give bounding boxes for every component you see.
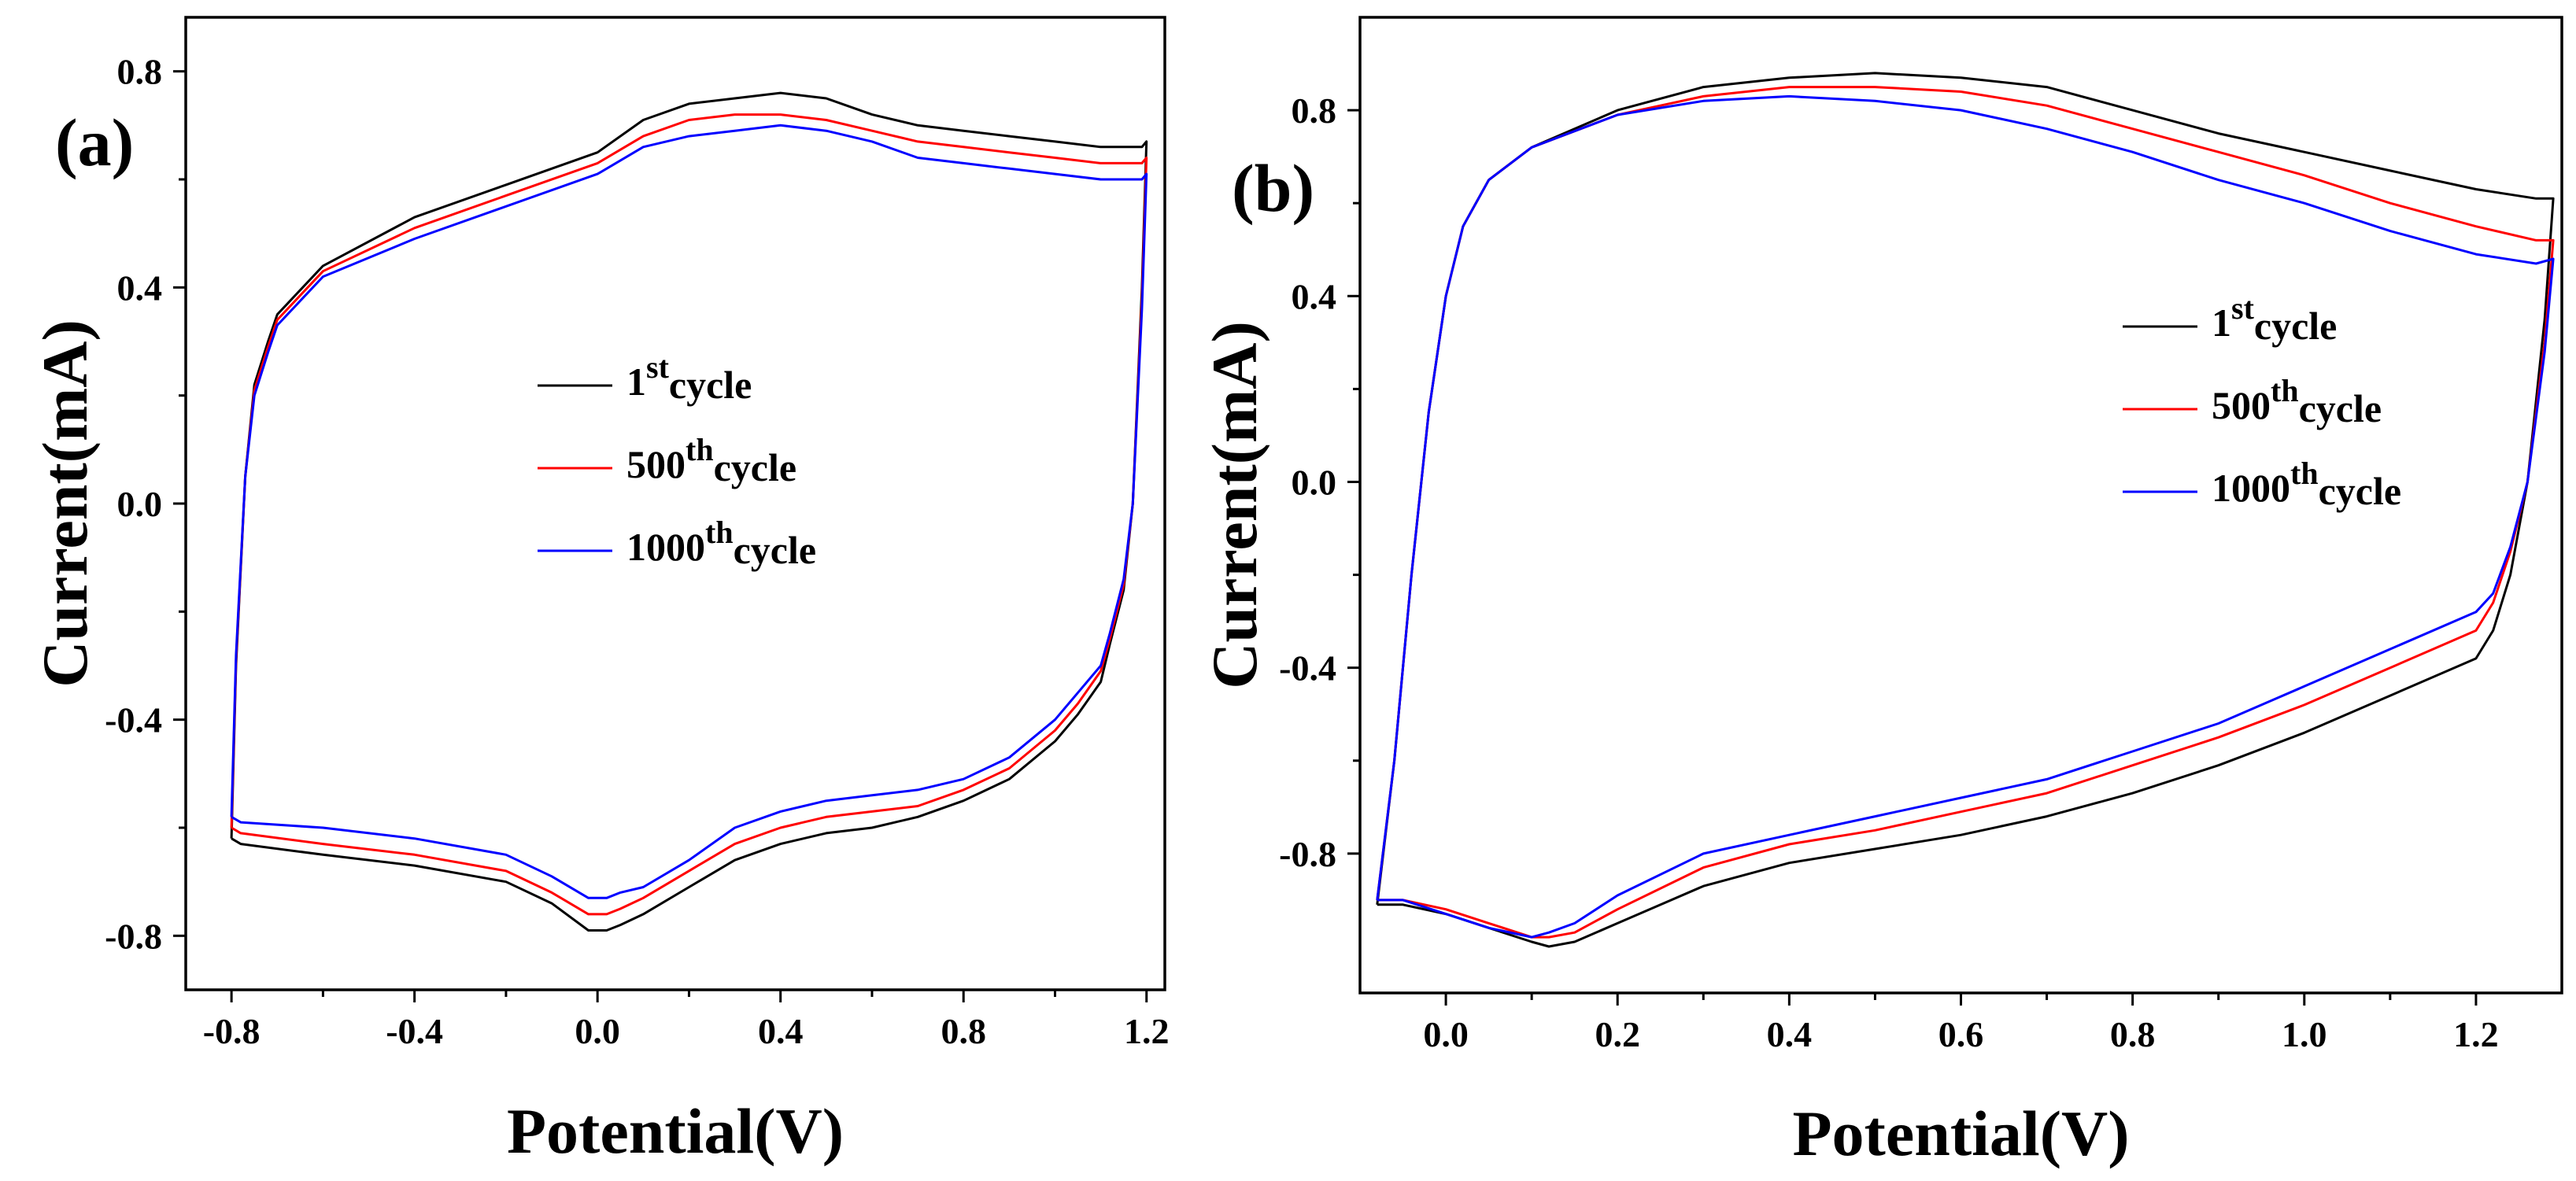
y-tick-label: -0.8 <box>1279 834 1336 874</box>
y-tick-label: 0.0 <box>1292 462 1337 502</box>
legend-suffix: th <box>705 515 734 550</box>
legend-ordinal: 500 <box>626 442 686 486</box>
legend-entry: 1000thcycle <box>2212 456 2401 513</box>
x-tick-label: 1.0 <box>2282 1014 2327 1054</box>
y-tick-label: 0.8 <box>117 52 163 92</box>
legend-entry: 500thcycle <box>2212 373 2382 430</box>
x-tick-label: 0.4 <box>758 1011 804 1051</box>
legend-entry: 500thcycle <box>626 432 796 489</box>
legend-suffix: th <box>2271 373 2299 408</box>
y-tick-label: 0.0 <box>117 484 163 524</box>
y-tick-label: -0.4 <box>1279 648 1336 688</box>
legend-word: cycle <box>714 445 796 489</box>
legend-word: cycle <box>2254 304 2337 348</box>
legend-ordinal: 1 <box>2212 301 2231 345</box>
legend-ordinal: 1 <box>626 360 646 404</box>
series-line-1000 <box>1376 94 2555 939</box>
legend-suffix: st <box>2231 290 2255 326</box>
x-tick-label: 0.8 <box>941 1011 986 1051</box>
legend-word: cycle <box>2319 469 2401 513</box>
legend-word: cycle <box>669 363 752 407</box>
legend-word: cycle <box>2299 386 2382 430</box>
panel-label: (b) <box>1232 150 1314 226</box>
x-tick-label: 0.8 <box>2110 1014 2156 1054</box>
y-tick-label: -0.8 <box>105 916 162 956</box>
y-axis-label: Current(mA) <box>29 319 101 688</box>
panel-b: 0.0 0.2 0.4 0.6 0.8 1.0 1.2 -0.8 -0.4 0.0 0.4 0.8 Po… <box>1199 16 2563 1169</box>
x-tick-label: 0.0 <box>575 1011 620 1051</box>
legend-entry: 1stcycle <box>2212 290 2337 348</box>
legend-word: cycle <box>734 528 816 572</box>
y-axis-label: Current(mA) <box>1199 321 1270 689</box>
legend-entry: 1000thcycle <box>626 515 816 572</box>
legend-suffix: th <box>686 432 714 467</box>
legend-ordinal: 1000 <box>626 525 705 569</box>
legend-suffix: st <box>646 349 670 385</box>
x-tick-label: 0.0 <box>1423 1014 1469 1054</box>
x-axis-label: Potential(V) <box>507 1095 844 1167</box>
x-tick-label: -0.8 <box>203 1011 261 1051</box>
panel-label: (a) <box>55 105 134 180</box>
y-tick-label: 0.8 <box>1292 90 1337 131</box>
legend-suffix: th <box>2290 456 2319 491</box>
x-axis-label: Potential(V) <box>1792 1098 2129 1169</box>
x-tick-label: 1.2 <box>1124 1011 1170 1051</box>
x-tick-label: -0.4 <box>386 1011 443 1051</box>
x-tick-label: 0.4 <box>1767 1014 1813 1054</box>
x-tick-label: 1.2 <box>2453 1014 2499 1054</box>
legend-entry: 1stcycle <box>626 349 752 407</box>
y-tick-label: 0.4 <box>1292 276 1337 316</box>
x-tick-label: 0.2 <box>1595 1014 1640 1054</box>
legend-ordinal: 500 <box>2212 383 2271 427</box>
x-tick-label: 0.6 <box>1938 1014 1984 1054</box>
y-tick-label: 0.4 <box>117 268 163 308</box>
legend-ordinal: 1000 <box>2212 466 2290 510</box>
y-tick-label: -0.4 <box>105 700 162 740</box>
series-line-1000 <box>230 124 1148 899</box>
panel-a: -0.8 -0.4 0.0 0.4 0.8 1.2 -0.8 -0.4 0.0 0.4 0.8 Pot… <box>29 16 1170 1167</box>
